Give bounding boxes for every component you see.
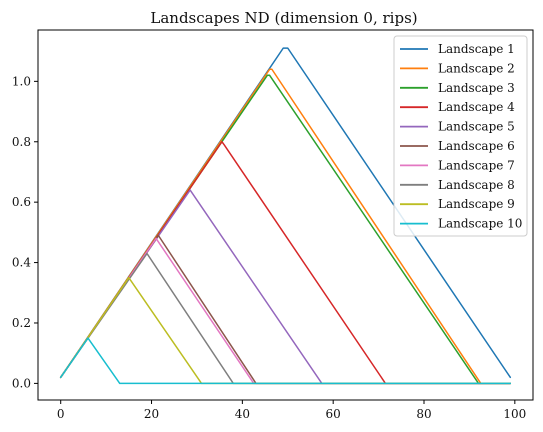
x-tick-label-1: 20 <box>144 407 159 421</box>
legend-label-3: Landscape 3 <box>438 81 515 95</box>
series-line-7 <box>59 237 512 385</box>
series-line-10 <box>59 337 512 385</box>
legend-label-6: Landscape 6 <box>438 139 515 153</box>
y-tick-label-3: 0.6 <box>12 195 31 209</box>
legend-label-10: Landscape 10 <box>438 217 522 231</box>
series-line-8 <box>59 252 512 385</box>
series-line-6 <box>59 234 512 385</box>
x-tick-label-4: 80 <box>416 407 431 421</box>
y-tick-label-1: 0.2 <box>12 316 31 330</box>
y-tick-label-0: 0.0 <box>12 376 31 390</box>
legend-label-4: Landscape 4 <box>438 100 515 114</box>
y-tick-label-5: 1.0 <box>12 74 31 88</box>
legend-label-9: Landscape 9 <box>438 197 515 211</box>
x-tick-label-2: 40 <box>235 407 250 421</box>
legend-label-7: Landscape 7 <box>438 158 515 172</box>
x-tick-label-0: 0 <box>57 407 65 421</box>
series-layer <box>59 47 512 385</box>
plot-frame <box>37 29 534 401</box>
y-tick-label-2: 0.4 <box>12 256 31 270</box>
legend-label-1: Landscape 1 <box>438 42 515 56</box>
x-tick-label-3: 60 <box>326 407 341 421</box>
x-tick-label-5: 100 <box>503 407 526 421</box>
y-tick-label-4: 0.8 <box>12 135 31 149</box>
legend-label-5: Landscape 5 <box>438 120 515 134</box>
legend-box <box>393 35 528 237</box>
legend-label-2: Landscape 2 <box>438 61 515 75</box>
chart-title: Landscapes ND (dimension 0, rips) <box>150 9 417 27</box>
tick-layer: 0 20 40 60 80 100 0.0 0.2 0.4 0.6 0.8 1.0 <box>12 74 526 421</box>
legend-label-8: Landscape 8 <box>438 178 515 192</box>
legend: Landscape 1 Landscape 2 Landscape 3 Landsca… <box>393 35 528 237</box>
